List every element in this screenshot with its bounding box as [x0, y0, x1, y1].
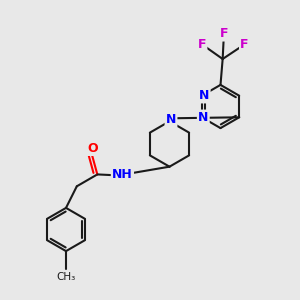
Text: N: N: [166, 113, 176, 126]
Text: F: F: [220, 27, 228, 40]
Text: CH₃: CH₃: [56, 272, 76, 282]
Text: N: N: [199, 89, 209, 102]
Text: F: F: [198, 38, 206, 51]
Text: O: O: [87, 142, 98, 155]
Text: N: N: [198, 111, 208, 124]
Text: F: F: [240, 38, 249, 51]
Text: NH: NH: [112, 167, 133, 181]
